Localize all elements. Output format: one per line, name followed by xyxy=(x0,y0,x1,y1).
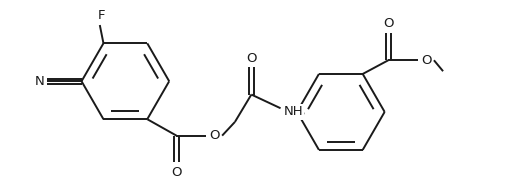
Text: N: N xyxy=(35,75,45,88)
Text: F: F xyxy=(98,9,105,22)
Text: O: O xyxy=(171,166,182,177)
Text: O: O xyxy=(210,129,220,142)
Text: O: O xyxy=(383,17,393,30)
Text: O: O xyxy=(246,52,256,65)
Text: O: O xyxy=(422,54,432,67)
Text: NH: NH xyxy=(284,105,303,118)
